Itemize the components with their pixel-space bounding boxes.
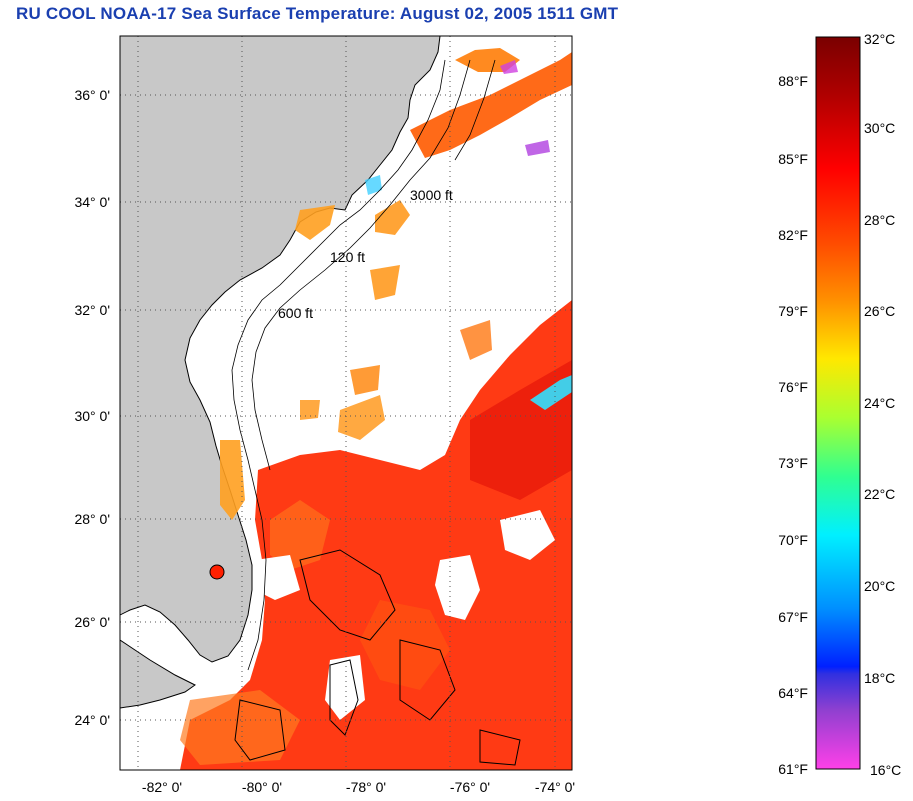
contour-label-3000: 3000 ft bbox=[410, 187, 453, 203]
map-gridlines bbox=[120, 36, 572, 770]
lat-label-32: 32° 0' bbox=[74, 302, 110, 318]
lon-label-76: -76° 0' bbox=[450, 779, 490, 795]
c-label-28: 28°C bbox=[864, 212, 895, 228]
map-frame bbox=[119, 35, 573, 771]
c-label-30: 30°C bbox=[864, 120, 895, 136]
lon-label-78: -78° 0' bbox=[346, 779, 386, 795]
c-label-24: 24°C bbox=[864, 395, 895, 411]
lon-label-82: -82° 0' bbox=[142, 779, 182, 795]
c-label-26: 26°C bbox=[864, 303, 895, 319]
island-outlines bbox=[234, 549, 521, 766]
lon-label-80: -80° 0' bbox=[242, 779, 282, 795]
f-label-85: 85°F bbox=[778, 151, 808, 167]
f-label-73: 73°F bbox=[778, 455, 808, 471]
c-label-16: 16°C bbox=[870, 762, 901, 778]
warm-spot bbox=[209, 564, 225, 580]
lat-label-28: 28° 0' bbox=[74, 511, 110, 527]
c-label-20: 20°C bbox=[864, 578, 895, 594]
f-label-82: 82°F bbox=[778, 227, 808, 243]
f-label-76: 76°F bbox=[778, 379, 808, 395]
f-label-70: 70°F bbox=[778, 532, 808, 548]
f-label-64: 64°F bbox=[778, 685, 808, 701]
c-label-18: 18°C bbox=[864, 670, 895, 686]
land-mass bbox=[120, 36, 441, 663]
lat-label-36: 36° 0' bbox=[74, 87, 110, 103]
c-label-22: 22°C bbox=[864, 486, 895, 502]
f-label-88: 88°F bbox=[778, 73, 808, 89]
c-label-32: 32°C bbox=[864, 31, 895, 47]
colorbar bbox=[815, 36, 861, 770]
f-label-61: 61°F bbox=[778, 761, 808, 777]
contour-label-120: 120 ft bbox=[330, 249, 365, 265]
lat-label-24: 24° 0' bbox=[74, 712, 110, 728]
land-keys bbox=[120, 639, 196, 709]
lat-label-30: 30° 0' bbox=[74, 408, 110, 424]
lon-label-74: -74° 0' bbox=[535, 779, 575, 795]
lat-label-26: 26° 0' bbox=[74, 614, 110, 630]
lat-label-34: 34° 0' bbox=[74, 194, 110, 210]
contour-label-600: 600 ft bbox=[278, 305, 313, 321]
f-label-67: 67°F bbox=[778, 609, 808, 625]
map-title: RU COOL NOAA-17 Sea Surface Temperature:… bbox=[16, 4, 619, 23]
f-label-79: 79°F bbox=[778, 303, 808, 319]
